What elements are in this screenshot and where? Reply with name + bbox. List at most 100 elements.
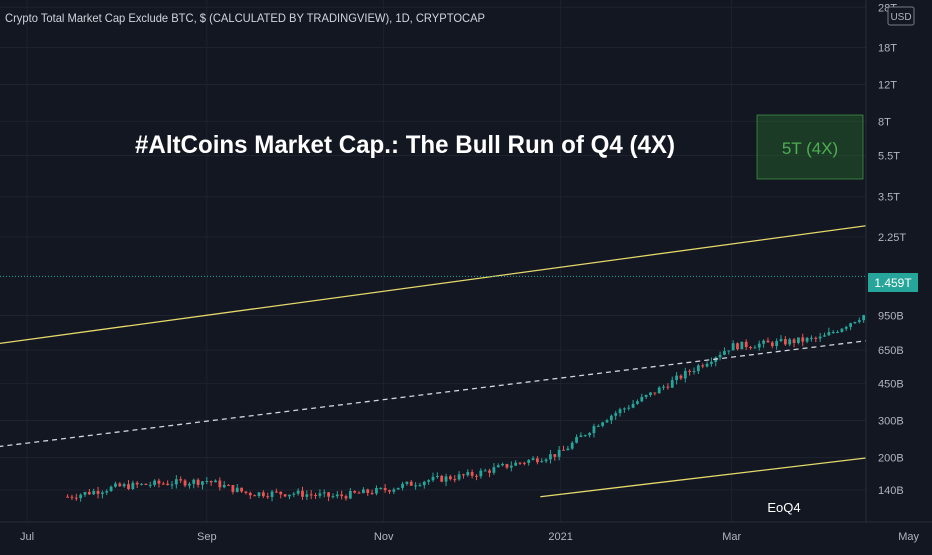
candle-body (814, 338, 817, 339)
candle-body (397, 488, 400, 490)
candle-body (453, 479, 456, 480)
candle-body (401, 484, 404, 488)
candle-body (675, 376, 678, 380)
price-axis[interactable] (866, 0, 932, 522)
candle-body (562, 450, 565, 451)
candle-body (749, 347, 752, 348)
candle-body (610, 416, 613, 421)
candle-body (262, 492, 265, 496)
candle-body (310, 494, 313, 495)
candle-body (819, 337, 822, 339)
candle-body (588, 433, 591, 435)
price-tick-label: 300B (878, 416, 904, 428)
candle-body (758, 344, 761, 348)
candle-body (192, 480, 195, 484)
candle-body (745, 342, 748, 347)
candle-body (701, 365, 704, 366)
candle-body (288, 495, 291, 497)
candle-body (797, 337, 800, 343)
candle-body (688, 371, 691, 372)
candle-body (640, 397, 643, 401)
candle-body (788, 339, 791, 344)
candle-body (532, 458, 535, 460)
candle-body (479, 471, 482, 477)
candle-body (854, 322, 857, 323)
candle-body (566, 449, 569, 451)
candle-body (127, 484, 130, 489)
candle-body (279, 492, 282, 495)
candle-body (210, 481, 213, 482)
candle-body (667, 387, 670, 388)
candle-body (153, 481, 156, 485)
candle-body (332, 496, 335, 497)
candle-body (92, 491, 95, 494)
time-axis[interactable] (0, 522, 932, 550)
candle-body (327, 492, 330, 496)
candle-body (632, 404, 635, 408)
candle-body (432, 477, 435, 480)
candle-body (727, 350, 730, 351)
candle-body (671, 380, 674, 388)
candle-body (823, 335, 826, 336)
candle-body (506, 464, 509, 468)
candle-body (475, 476, 478, 477)
candle-body (223, 485, 226, 487)
candle-body (427, 480, 430, 482)
candle-body (266, 496, 269, 497)
candle-body (362, 489, 365, 493)
candle-body (597, 426, 600, 427)
symbol-title: Crypto Total Market Cap Exclude BTC, $ (… (5, 11, 485, 25)
candle-body (414, 485, 417, 486)
end-of-quarter-label: EoQ4 (767, 500, 800, 515)
candle-body (236, 488, 239, 492)
candle-body (793, 339, 796, 343)
candle-body (410, 482, 413, 486)
time-tick-label: Mar (722, 531, 741, 543)
candle-body (406, 482, 409, 484)
candle-body (680, 376, 683, 379)
candle-body (275, 492, 278, 493)
candle-body (97, 491, 100, 494)
candle-body (201, 481, 204, 484)
candle-body (767, 341, 770, 343)
candle-body (140, 484, 143, 485)
candle-body (218, 481, 221, 488)
candle-body (214, 481, 217, 483)
candle-body (145, 484, 148, 485)
candle-body (527, 460, 530, 463)
candle-body (497, 465, 500, 467)
candle-body (75, 498, 78, 499)
candle-body (101, 492, 104, 493)
candle-body (723, 351, 726, 355)
candle-body (240, 488, 243, 492)
candle-body (205, 481, 208, 482)
candle-body (784, 339, 787, 344)
time-tick-label: May (898, 531, 919, 543)
candle-body (501, 464, 504, 465)
candle-body (88, 492, 91, 494)
candle-body (584, 435, 587, 436)
time-tick-label: Nov (374, 531, 394, 543)
candle-body (179, 479, 182, 480)
candle-body (740, 342, 743, 349)
candle-body (149, 485, 152, 486)
candle-body (510, 466, 513, 468)
candle-body (323, 492, 326, 493)
candle-body (606, 420, 609, 422)
candle-body (858, 320, 861, 322)
candle-body (379, 488, 382, 489)
price-tick-label: 12T (878, 79, 897, 91)
candle-body (627, 408, 630, 409)
candle-body (493, 467, 496, 473)
candle-body (841, 329, 844, 332)
price-tick-label: 450B (878, 379, 904, 391)
candle-body (166, 484, 169, 485)
candle-body (249, 493, 252, 495)
candle-body (801, 337, 804, 341)
candle-body (375, 488, 378, 493)
candle-body (623, 408, 626, 409)
time-tick-label: Jul (20, 531, 34, 543)
